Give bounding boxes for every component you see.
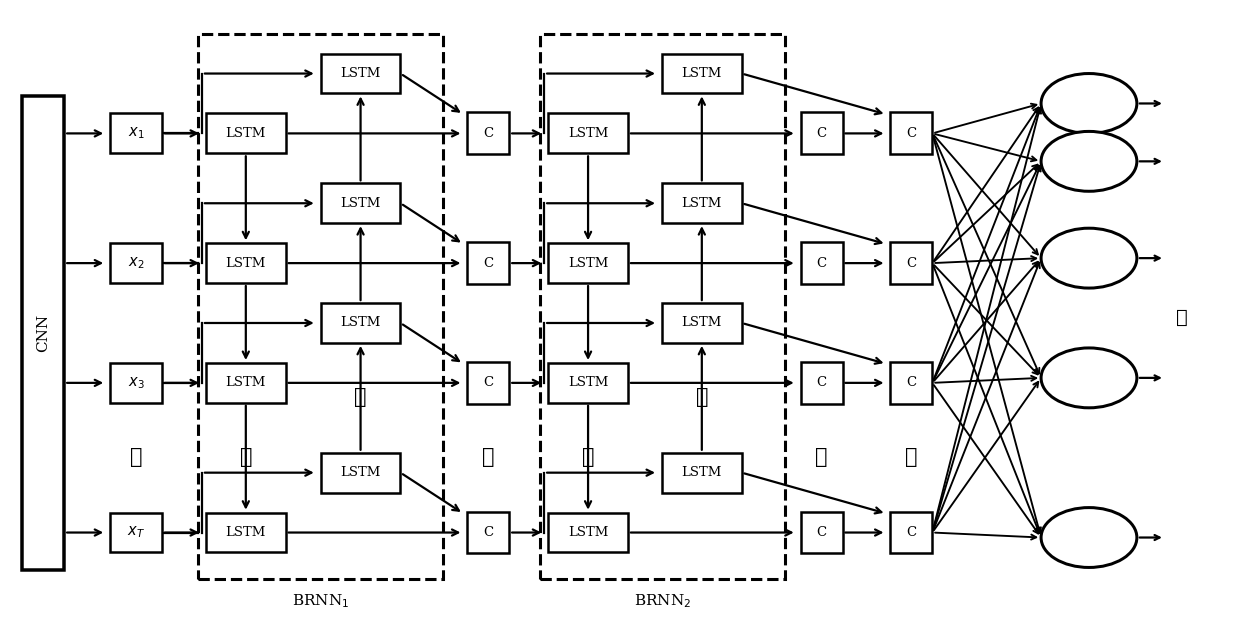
Text: LSTM: LSTM	[567, 127, 608, 140]
Text: LSTM: LSTM	[341, 316, 380, 329]
FancyBboxPatch shape	[110, 363, 162, 403]
FancyBboxPatch shape	[206, 243, 286, 283]
Text: $x_3$: $x_3$	[128, 375, 145, 390]
FancyBboxPatch shape	[110, 512, 162, 553]
Ellipse shape	[1041, 508, 1137, 567]
FancyBboxPatch shape	[321, 183, 400, 223]
Text: LSTM: LSTM	[225, 526, 266, 539]
FancyBboxPatch shape	[662, 183, 742, 223]
Text: C: C	[483, 256, 493, 270]
Text: LSTM: LSTM	[681, 316, 722, 329]
FancyBboxPatch shape	[662, 54, 742, 94]
FancyBboxPatch shape	[891, 112, 932, 154]
FancyBboxPatch shape	[467, 112, 509, 154]
FancyBboxPatch shape	[206, 363, 286, 403]
Text: LSTM: LSTM	[567, 376, 608, 389]
Text: LSTM: LSTM	[341, 466, 380, 479]
FancyBboxPatch shape	[321, 303, 400, 343]
FancyBboxPatch shape	[548, 114, 628, 153]
Text: ⋮: ⋮	[695, 389, 707, 407]
Text: C: C	[483, 526, 493, 539]
FancyBboxPatch shape	[548, 363, 628, 403]
Ellipse shape	[1041, 228, 1137, 288]
Text: C: C	[906, 256, 917, 270]
Text: C: C	[817, 127, 826, 140]
Text: LSTM: LSTM	[225, 376, 266, 389]
FancyBboxPatch shape	[110, 243, 162, 283]
FancyBboxPatch shape	[22, 96, 64, 570]
Text: C: C	[906, 526, 917, 539]
Text: C: C	[906, 376, 917, 389]
Text: C: C	[817, 376, 826, 389]
Ellipse shape	[1041, 73, 1137, 133]
Text: ⋮: ⋮	[815, 449, 828, 467]
Text: LSTM: LSTM	[567, 256, 608, 270]
FancyBboxPatch shape	[548, 512, 628, 553]
Text: LSTM: LSTM	[225, 256, 266, 270]
FancyBboxPatch shape	[467, 242, 509, 284]
FancyBboxPatch shape	[800, 512, 843, 554]
Text: ⋮: ⋮	[354, 389, 367, 407]
FancyBboxPatch shape	[321, 54, 400, 94]
Ellipse shape	[1041, 131, 1137, 191]
Text: $x_2$: $x_2$	[128, 255, 144, 271]
FancyBboxPatch shape	[891, 362, 932, 404]
Text: C: C	[817, 526, 826, 539]
FancyBboxPatch shape	[206, 512, 286, 553]
FancyBboxPatch shape	[800, 242, 843, 284]
Text: C: C	[483, 376, 493, 389]
FancyBboxPatch shape	[110, 114, 162, 153]
FancyBboxPatch shape	[467, 362, 509, 404]
Text: LSTM: LSTM	[341, 67, 380, 80]
Text: ⋮: ⋮	[906, 449, 918, 467]
Text: C: C	[817, 256, 826, 270]
FancyBboxPatch shape	[800, 362, 843, 404]
Text: ⋮: ⋮	[239, 449, 252, 467]
Text: LSTM: LSTM	[225, 127, 266, 140]
FancyBboxPatch shape	[891, 242, 932, 284]
Text: $x_T$: $x_T$	[128, 524, 145, 540]
FancyBboxPatch shape	[891, 512, 932, 554]
Text: ⋮: ⋮	[582, 449, 595, 467]
Text: CNN: CNN	[36, 314, 51, 352]
FancyBboxPatch shape	[206, 114, 286, 153]
FancyBboxPatch shape	[467, 512, 509, 554]
Text: LSTM: LSTM	[681, 466, 722, 479]
Text: C: C	[483, 127, 493, 140]
Text: $x_1$: $x_1$	[128, 126, 144, 141]
FancyBboxPatch shape	[662, 453, 742, 493]
Ellipse shape	[1041, 348, 1137, 408]
FancyBboxPatch shape	[662, 303, 742, 343]
Text: LSTM: LSTM	[341, 197, 380, 210]
Text: LSTM: LSTM	[681, 67, 722, 80]
Text: ⋮: ⋮	[482, 449, 494, 467]
FancyBboxPatch shape	[321, 453, 400, 493]
Text: BRNN$_2$: BRNN$_2$	[634, 593, 691, 610]
Text: LSTM: LSTM	[567, 526, 608, 539]
Text: LSTM: LSTM	[681, 197, 722, 210]
Text: ⋮: ⋮	[130, 449, 142, 467]
FancyBboxPatch shape	[548, 243, 628, 283]
FancyBboxPatch shape	[800, 112, 843, 154]
Text: BRNN$_1$: BRNN$_1$	[292, 593, 349, 610]
Text: ⋮: ⋮	[1176, 309, 1188, 327]
Text: C: C	[906, 127, 917, 140]
